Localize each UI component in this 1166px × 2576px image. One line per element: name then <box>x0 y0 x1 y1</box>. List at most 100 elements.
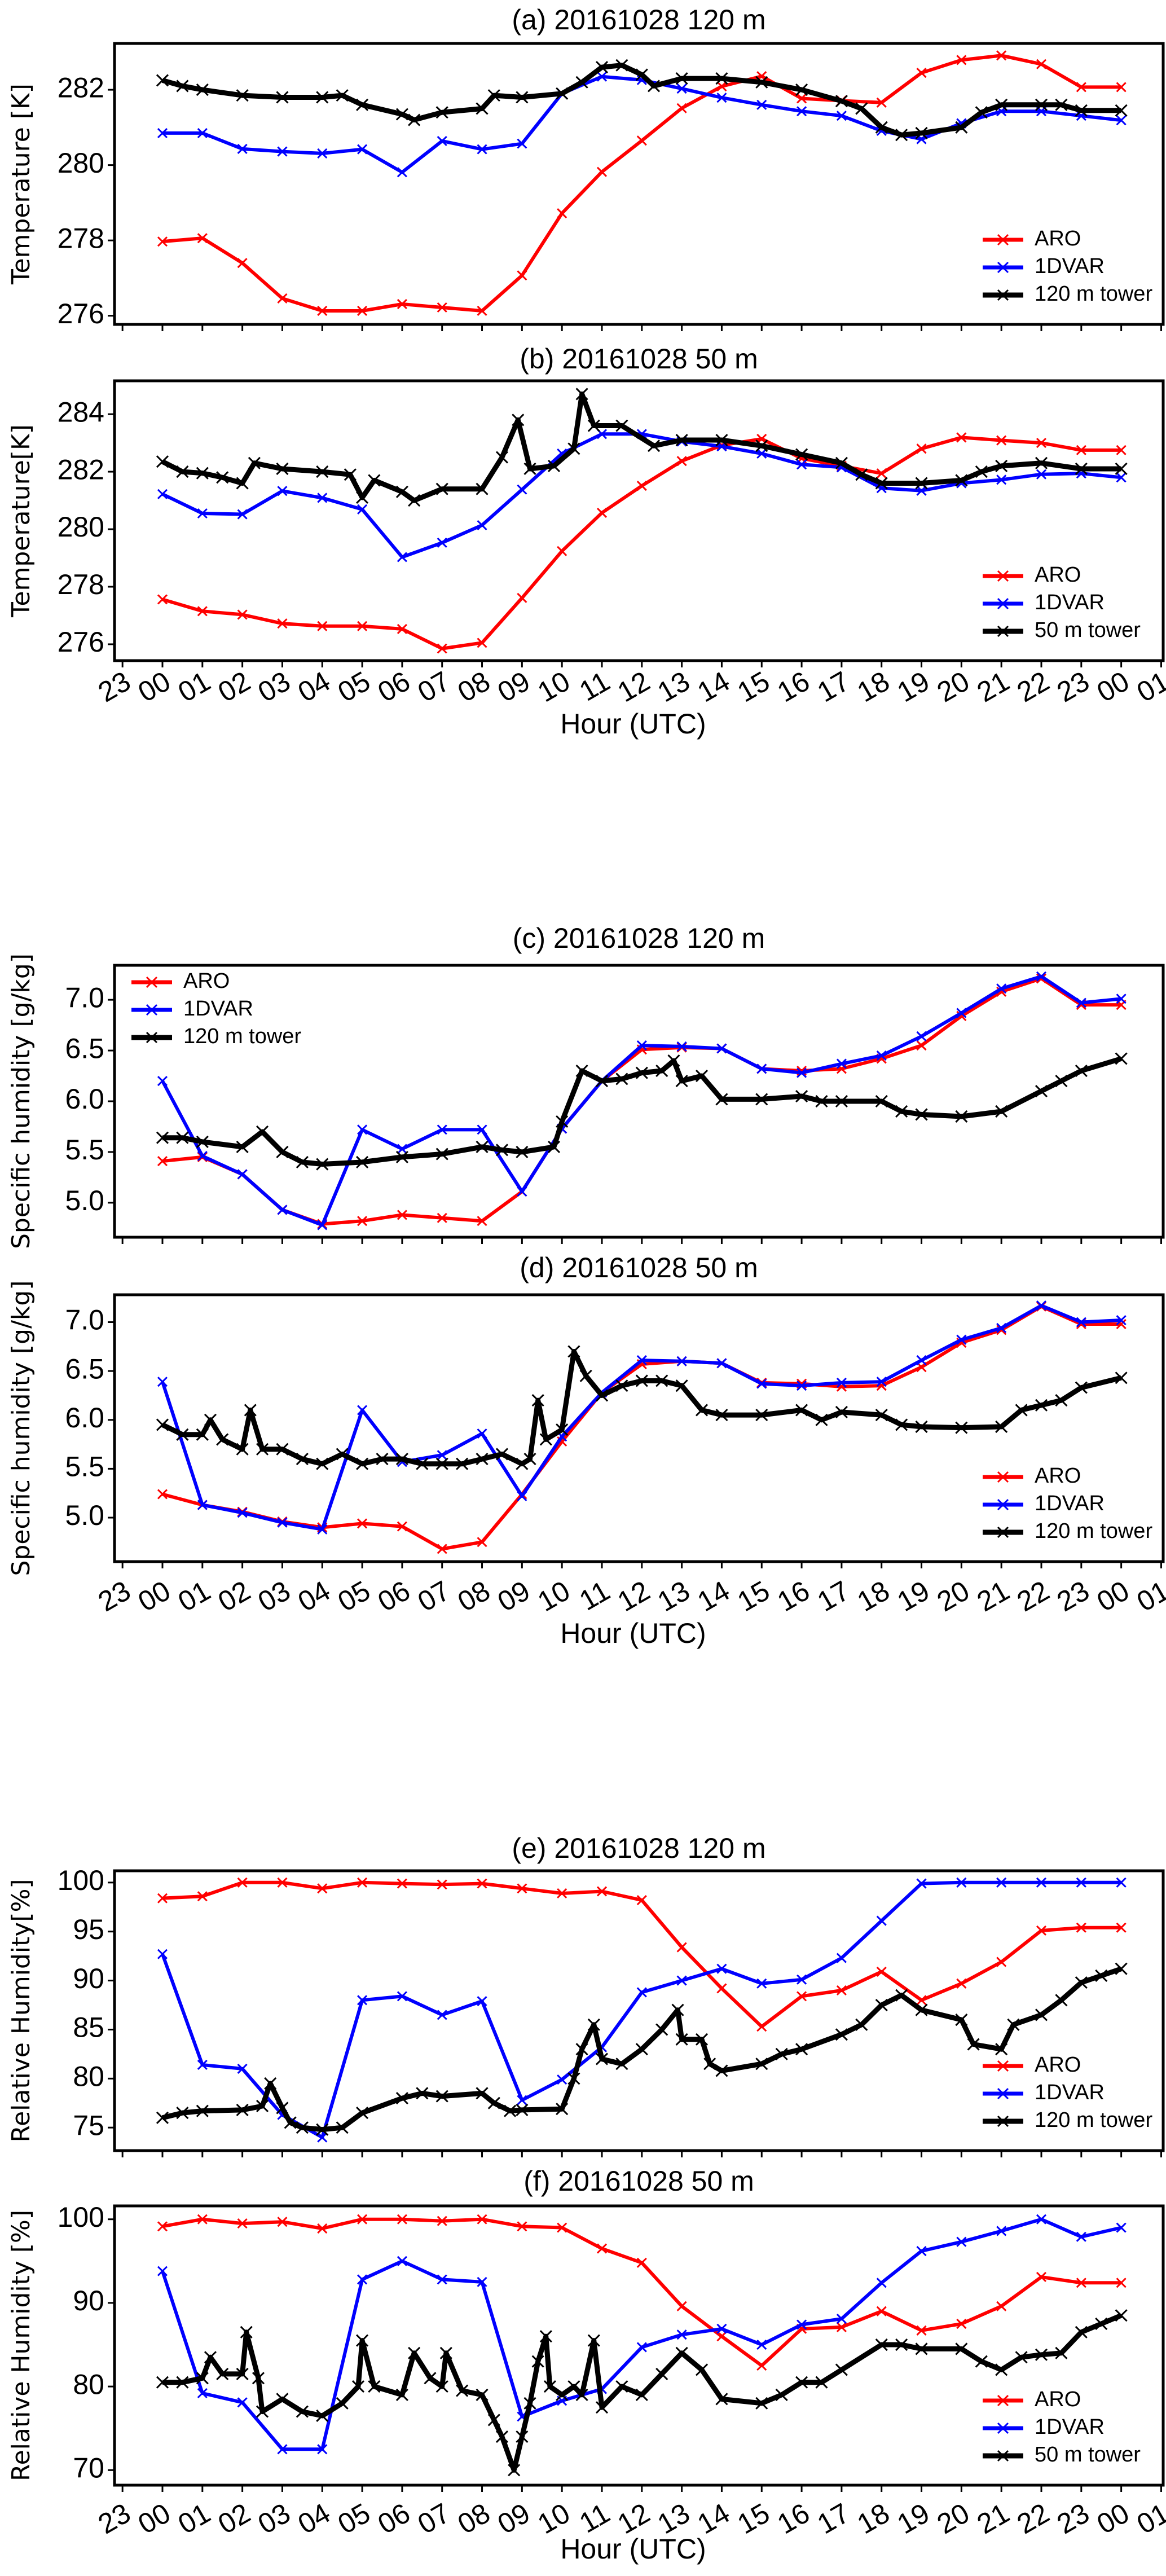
data-point <box>477 1216 487 1227</box>
data-point <box>477 1995 487 2007</box>
data-point <box>276 91 289 104</box>
data-point <box>655 1374 668 1387</box>
data-point <box>277 618 288 629</box>
data-point <box>916 2245 927 2257</box>
data-point <box>424 2372 437 2385</box>
series-line <box>162 1880 1121 2029</box>
series-1dvar <box>157 2214 1127 2455</box>
data-point <box>675 1074 688 1088</box>
data-point <box>915 1420 928 1433</box>
data-point <box>437 1879 447 1890</box>
data-point <box>477 1428 487 1439</box>
data-point <box>157 2266 168 2276</box>
data-point <box>236 2103 249 2116</box>
data-point <box>615 419 628 432</box>
data-point <box>1076 1877 1086 1888</box>
data-point <box>797 1991 807 2002</box>
data-point <box>797 1381 807 1391</box>
data-point <box>1055 1994 1068 2007</box>
data-point <box>615 1379 628 1392</box>
data-point <box>1116 1877 1127 1888</box>
x-tick-label: 23 <box>93 1575 135 1617</box>
data-point <box>197 128 208 138</box>
series-120-m-tower <box>156 1962 1128 2136</box>
data-point <box>435 106 448 119</box>
data-point <box>277 2444 288 2455</box>
legend-marker <box>997 2422 1009 2434</box>
data-point <box>876 1966 887 1977</box>
data-point <box>517 138 527 149</box>
data-point <box>357 1877 368 1888</box>
data-point <box>956 1877 967 1888</box>
data-point <box>836 1058 847 1069</box>
panel-a: (a) 20161028 120 m 276 278 280 282 Temperatur… <box>7 4 1165 331</box>
data-point <box>456 2384 469 2397</box>
data-point <box>775 2047 788 2060</box>
data-point <box>636 1987 647 1998</box>
x-tick-label: 06 <box>372 665 415 708</box>
x-tick-label: 06 <box>372 2497 415 2540</box>
data-point <box>196 2104 209 2117</box>
data-point <box>835 2363 848 2376</box>
data-point <box>995 1420 1008 1433</box>
y-tick-label: 6.0 <box>65 1083 104 1115</box>
x-tick-label: 08 <box>452 1575 495 1617</box>
data-point <box>636 481 647 491</box>
data-point <box>296 1155 309 1168</box>
data-point <box>557 2074 567 2085</box>
legend-marker <box>997 2087 1009 2100</box>
data-point <box>876 1915 887 1926</box>
y-tick-label: 278 <box>58 569 104 600</box>
data-point <box>276 2102 289 2115</box>
data-point <box>716 2331 727 2342</box>
data-point <box>995 2043 1008 2056</box>
y-tick-label: 90 <box>73 2285 104 2316</box>
data-point <box>916 443 927 454</box>
x-tick-label: 09 <box>492 1575 535 1617</box>
data-point <box>676 83 687 94</box>
data-point <box>579 1369 592 1382</box>
series-aro <box>157 973 1127 1229</box>
data-point <box>1036 438 1047 449</box>
series-line <box>161 1349 1122 1467</box>
data-point <box>237 2063 248 2074</box>
data-point <box>756 2360 767 2371</box>
legend-label: 1DVAR <box>1035 254 1105 278</box>
data-point <box>715 1093 728 1106</box>
x-tick-label: 07 <box>412 665 455 708</box>
y-tick-label: 282 <box>58 454 104 485</box>
legend-label: ARO <box>1035 1464 1081 1488</box>
data-point <box>477 144 487 155</box>
data-point <box>795 2043 808 2056</box>
data-point <box>176 80 189 93</box>
data-point <box>1076 1317 1086 1327</box>
data-point <box>876 1377 887 1387</box>
data-point <box>197 1151 208 1162</box>
data-point <box>1075 1064 1088 1078</box>
data-point <box>797 1067 807 1078</box>
x-tick-label: 17 <box>812 1575 855 1617</box>
series-50-m-tower <box>156 388 1128 507</box>
data-point <box>667 1054 680 1067</box>
legend-label: ARO <box>1035 227 1081 250</box>
data-point <box>397 623 407 634</box>
data-point <box>435 482 448 495</box>
data-point <box>756 1063 767 1074</box>
x-tick-label: 17 <box>812 665 855 708</box>
data-point <box>755 439 768 452</box>
y-tick-label: 276 <box>58 298 104 329</box>
legend-label: 1DVAR <box>1035 591 1105 614</box>
data-point <box>397 1144 407 1154</box>
data-point <box>636 1040 647 1051</box>
y-tick-label: 75 <box>73 2109 104 2141</box>
data-point <box>395 2388 408 2402</box>
data-point <box>1116 82 1127 93</box>
data-point <box>276 1145 289 1158</box>
legend-label: 120 m tower <box>1035 1519 1152 1543</box>
data-point <box>336 89 349 102</box>
data-point <box>795 2376 808 2389</box>
data-point <box>676 456 687 467</box>
data-point <box>237 258 248 269</box>
data-point <box>715 1409 728 1422</box>
